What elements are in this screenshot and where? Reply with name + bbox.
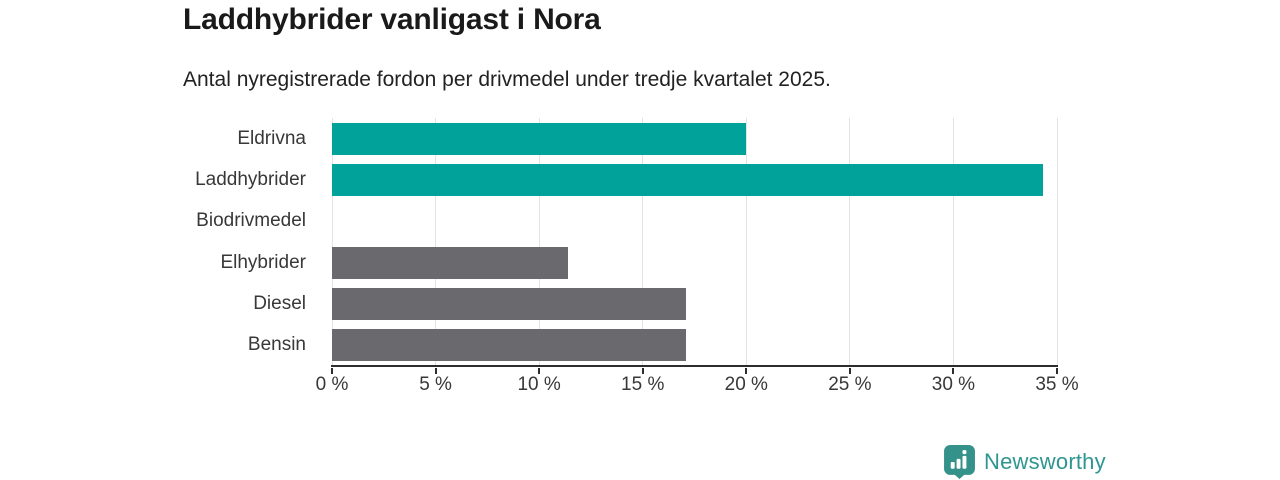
- chart-subtitle: Antal nyregistrerade fordon per drivmede…: [183, 68, 831, 91]
- category-label: Biodrivmedel: [196, 210, 306, 232]
- category-label: Bensin: [247, 334, 306, 356]
- x-axis-line: [331, 365, 1058, 367]
- x-axis-tick-label: 10 %: [517, 374, 561, 395]
- x-axis-tick-label: 0 %: [315, 374, 349, 395]
- x-axis-tick-label: 20 %: [724, 374, 768, 395]
- x-axis-tick-label: 5 %: [419, 374, 452, 395]
- gridline: [331, 118, 333, 366]
- gridline: [952, 118, 954, 366]
- x-axis-tick-label: 30 %: [931, 374, 976, 395]
- x-axis-tick: [434, 368, 437, 374]
- bar-diesel: [332, 288, 687, 320]
- category-label: Eldrivna: [237, 127, 306, 149]
- bar-bensin: [332, 329, 687, 362]
- gridline: [538, 118, 540, 366]
- x-axis-tick: [952, 368, 955, 374]
- gridline: [435, 118, 437, 366]
- x-axis-tick: [745, 368, 748, 374]
- newsworthy-icon: [944, 445, 975, 479]
- gridline: [1056, 118, 1058, 366]
- bar-laddhybrider: [332, 164, 1043, 196]
- x-axis-tick: [641, 368, 644, 374]
- gridline: [745, 118, 747, 366]
- bar-elhybrider: [332, 246, 569, 279]
- x-axis-tick: [848, 368, 851, 374]
- x-axis-tick: [331, 368, 333, 374]
- x-axis-tick-label: 25 %: [828, 374, 872, 395]
- brand-name: Newsworthy: [984, 449, 1106, 474]
- brand-logo: Newsworthy: [944, 445, 1106, 479]
- gridline: [642, 118, 644, 366]
- gridline: [849, 118, 851, 366]
- category-label: Laddhybrider: [195, 169, 306, 190]
- category-label: Elhybrider: [220, 251, 306, 273]
- chart-title: Laddhybrider vanligast i Nora: [183, 3, 601, 36]
- x-axis-tick: [1056, 368, 1058, 374]
- bar-eldrivna: [332, 122, 747, 155]
- x-axis-tick: [538, 368, 541, 374]
- x-axis-tick-label: 15 %: [621, 374, 665, 395]
- category-label: Diesel: [253, 293, 306, 314]
- x-axis-tick-label: 35 %: [1035, 374, 1079, 395]
